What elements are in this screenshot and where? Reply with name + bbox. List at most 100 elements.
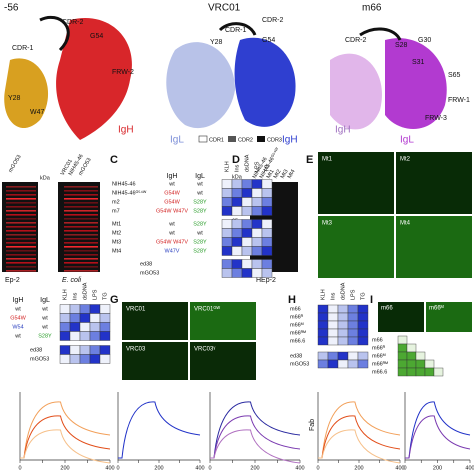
heat-cell	[221, 179, 233, 189]
heat-cell	[221, 197, 233, 207]
control-label: ed38	[290, 353, 302, 359]
gel-band	[64, 206, 98, 208]
heat-cell	[251, 237, 263, 247]
antigen-label: LPS	[350, 289, 356, 300]
gel-band	[6, 226, 36, 228]
gel-band	[6, 254, 36, 256]
label: CDR-1	[225, 27, 246, 34]
x-tick-label: 200	[60, 465, 69, 471]
table-cell: wt	[196, 190, 203, 196]
heat-cell	[317, 328, 329, 338]
table-cell: G54W	[10, 315, 26, 321]
heat-cell	[221, 268, 233, 278]
heat-cell	[59, 331, 71, 341]
heat-cell	[357, 359, 369, 369]
table-cell: m7	[112, 208, 120, 214]
matrix-cell	[397, 367, 408, 377]
image-label: Mt2	[400, 157, 411, 163]
heat-cell	[327, 304, 339, 314]
heat-cell	[69, 345, 81, 355]
heat-cell	[261, 179, 273, 189]
heat-cell	[99, 354, 111, 364]
sensorgram	[318, 401, 401, 459]
structure-right	[330, 27, 447, 130]
x-tick-label: 0	[116, 465, 119, 471]
heat-cell	[79, 304, 91, 314]
gel-band	[64, 254, 98, 256]
row-label: m66	[290, 306, 301, 312]
gel-band	[6, 238, 36, 240]
image-label: m66	[381, 306, 393, 312]
table-cell: W54	[12, 324, 23, 330]
heat-cell	[241, 259, 253, 269]
label: H	[288, 294, 296, 306]
gel-band	[6, 194, 36, 196]
x-tick-label: 200	[354, 465, 363, 471]
heat-cell	[241, 179, 253, 189]
heat-cell	[357, 328, 369, 338]
heat-cell	[59, 322, 71, 332]
heat-cell	[89, 313, 101, 323]
table-cell: wt	[168, 181, 175, 187]
heat-cell	[221, 228, 233, 238]
heat-cell	[337, 351, 349, 361]
heat-cell	[59, 354, 71, 364]
label: IgH	[118, 125, 134, 136]
gel-band	[6, 270, 36, 272]
table-cell: wt	[14, 333, 21, 339]
label: G54	[90, 33, 103, 40]
table-cell: Mt4	[112, 248, 121, 254]
label: C	[110, 154, 118, 166]
x-tick-label: 0	[208, 465, 211, 471]
heat-cell	[251, 268, 263, 278]
table-cell: G54W	[164, 199, 180, 205]
heat-cell	[347, 351, 359, 361]
heat-cell	[337, 312, 349, 322]
x-tick-label: 400	[195, 465, 204, 471]
heat-cell	[221, 188, 233, 198]
antigen-label: Ins	[234, 164, 240, 172]
image-label: Mt1	[322, 157, 333, 163]
micrograph	[190, 302, 256, 340]
lane-label: Mt1	[266, 169, 276, 180]
heat-cell	[347, 328, 359, 338]
label: S65	[448, 72, 461, 79]
heat-cell	[337, 328, 349, 338]
gel-band	[64, 266, 98, 268]
heat-cell	[79, 322, 91, 332]
structure-middle	[166, 22, 296, 129]
antigen-label: LPS	[92, 289, 98, 300]
heat-cell	[241, 246, 253, 256]
heat-cell	[241, 219, 253, 229]
sensorgram	[405, 415, 471, 459]
gel-band	[6, 186, 36, 188]
heat-cell	[89, 331, 101, 341]
heat-cell	[251, 246, 263, 256]
matrix-cell	[397, 343, 408, 353]
table-cell: Mt2	[112, 230, 121, 236]
row-label: m66.6	[290, 338, 305, 344]
heat-cell	[357, 320, 369, 330]
gel-band	[64, 218, 98, 220]
row-label: m66ᴹ	[372, 352, 386, 359]
label: I	[370, 294, 373, 306]
label: IgH	[335, 125, 351, 136]
gel-band	[6, 218, 36, 220]
row-label: m66ᴹ	[290, 321, 304, 328]
gel-band	[64, 198, 98, 200]
table-cell: S28Y	[193, 199, 207, 205]
heat-cell	[327, 359, 339, 369]
sensorgram	[20, 429, 111, 464]
heat-cell	[357, 304, 369, 314]
image-label: m66ᴹ	[429, 305, 444, 312]
sensorgram	[20, 415, 111, 459]
heat-cell	[221, 259, 233, 269]
table-cell: NIH45-46ᴳ⁵⁴ᵂ	[112, 189, 147, 196]
x-tick-label: 400	[465, 465, 474, 471]
label: Y28	[210, 39, 223, 46]
heat-cell	[337, 320, 349, 330]
label: CDR-2	[345, 37, 366, 44]
gel-band	[6, 246, 36, 248]
image-label: Mt4	[400, 221, 411, 227]
table-cell: m2	[112, 199, 120, 205]
